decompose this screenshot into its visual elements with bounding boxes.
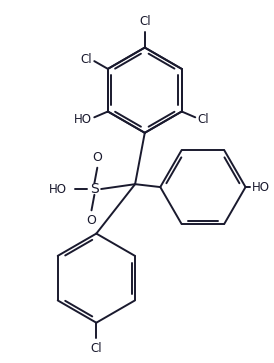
Text: HO: HO: [74, 113, 92, 126]
Text: HO: HO: [252, 180, 270, 193]
Text: Cl: Cl: [90, 342, 102, 355]
Text: Cl: Cl: [197, 113, 209, 126]
Text: O: O: [87, 214, 96, 227]
Text: Cl: Cl: [81, 53, 92, 66]
Text: O: O: [92, 151, 102, 164]
Text: S: S: [90, 182, 99, 196]
Text: Cl: Cl: [139, 15, 151, 28]
Text: HO: HO: [49, 183, 67, 196]
